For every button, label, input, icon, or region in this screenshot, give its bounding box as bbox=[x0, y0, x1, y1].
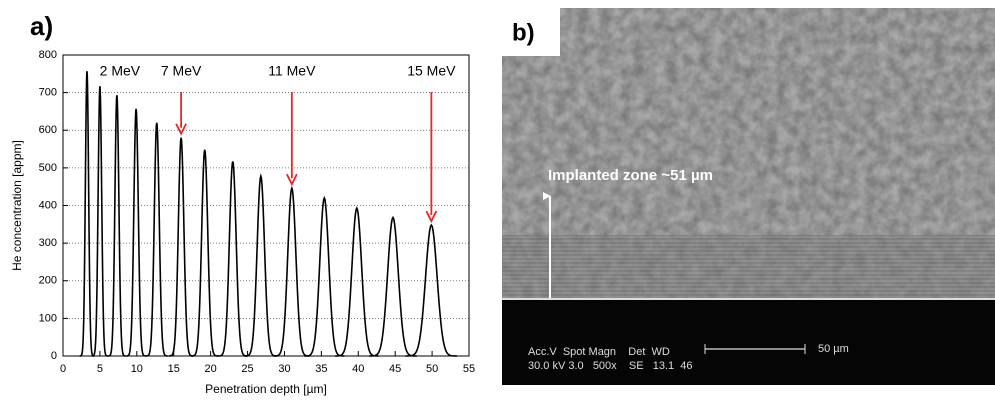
peak bbox=[405, 223, 458, 357]
peak bbox=[244, 173, 278, 357]
annotation: 15 MeV bbox=[407, 63, 456, 79]
x-tick-label: 0 bbox=[60, 363, 66, 375]
annotation-arrowhead bbox=[175, 123, 187, 136]
y-tick-label: 700 bbox=[39, 87, 57, 99]
x-tick-label: 25 bbox=[241, 363, 253, 375]
x-tick-label: 55 bbox=[463, 363, 475, 375]
y-axis-label: He concentration [appm] bbox=[10, 140, 24, 271]
info-header: Acc.V Spot Magn Det WD bbox=[528, 346, 670, 358]
peak bbox=[304, 195, 345, 357]
sem-image: b) Implanted zone ~51 µm Acc.V Spot Magn… bbox=[502, 8, 995, 385]
y-tick-label: 300 bbox=[39, 237, 57, 249]
sem-implanted-band bbox=[502, 235, 995, 298]
x-tick-label: 40 bbox=[352, 363, 364, 375]
x-tick-label: 35 bbox=[315, 363, 327, 375]
annotation: 11 MeV bbox=[268, 63, 316, 79]
panel-label: b) bbox=[512, 19, 535, 46]
annotation: 7 MeV bbox=[161, 63, 202, 79]
peak bbox=[79, 71, 95, 357]
scale-label: 50 µm bbox=[818, 343, 849, 355]
peak bbox=[217, 161, 248, 357]
info-values: 30.0 kV 3.0 500x SE 13.1 46 bbox=[528, 360, 693, 372]
x-tick-label: 15 bbox=[168, 363, 180, 375]
x-tick-label: 10 bbox=[131, 363, 143, 375]
peak bbox=[145, 122, 168, 357]
peak bbox=[91, 86, 108, 357]
panel-label: a) bbox=[30, 11, 53, 41]
zone-label: Implanted zone ~51 µm bbox=[548, 167, 713, 184]
sem-info-bar bbox=[502, 300, 995, 385]
x-tick-label: 30 bbox=[278, 363, 290, 375]
peak bbox=[168, 137, 194, 357]
x-tick-label: 20 bbox=[205, 363, 217, 375]
annotation-arrowhead bbox=[425, 210, 438, 224]
plot-frame bbox=[62, 54, 470, 357]
annotation-arrowhead bbox=[286, 173, 298, 187]
x-tick-label: 5 bbox=[97, 363, 103, 375]
peak bbox=[107, 95, 126, 357]
y-tick-label: 200 bbox=[39, 275, 57, 287]
x-axis-label: Penetration depth [µm] bbox=[205, 382, 327, 396]
x-tick-label: 45 bbox=[389, 363, 401, 375]
panel-label-box bbox=[502, 8, 560, 56]
peak bbox=[369, 215, 417, 357]
peak bbox=[191, 149, 219, 357]
y-tick-label: 400 bbox=[39, 199, 57, 211]
chart: 0 100 200 300 400 500 600 700 800 0 5 10 15 20 25 30 35 4… bbox=[10, 49, 475, 396]
peak bbox=[126, 108, 147, 357]
x-tick-label: 50 bbox=[426, 363, 438, 375]
y-tick-label: 100 bbox=[39, 312, 57, 324]
peak bbox=[273, 185, 311, 357]
y-tick-label: 600 bbox=[39, 124, 57, 136]
y-tick-label: 500 bbox=[39, 162, 57, 174]
peak bbox=[334, 206, 379, 357]
y-tick-label: 0 bbox=[51, 350, 57, 362]
annotation: 2 MeV bbox=[100, 63, 141, 79]
y-tick-label: 800 bbox=[39, 49, 57, 61]
